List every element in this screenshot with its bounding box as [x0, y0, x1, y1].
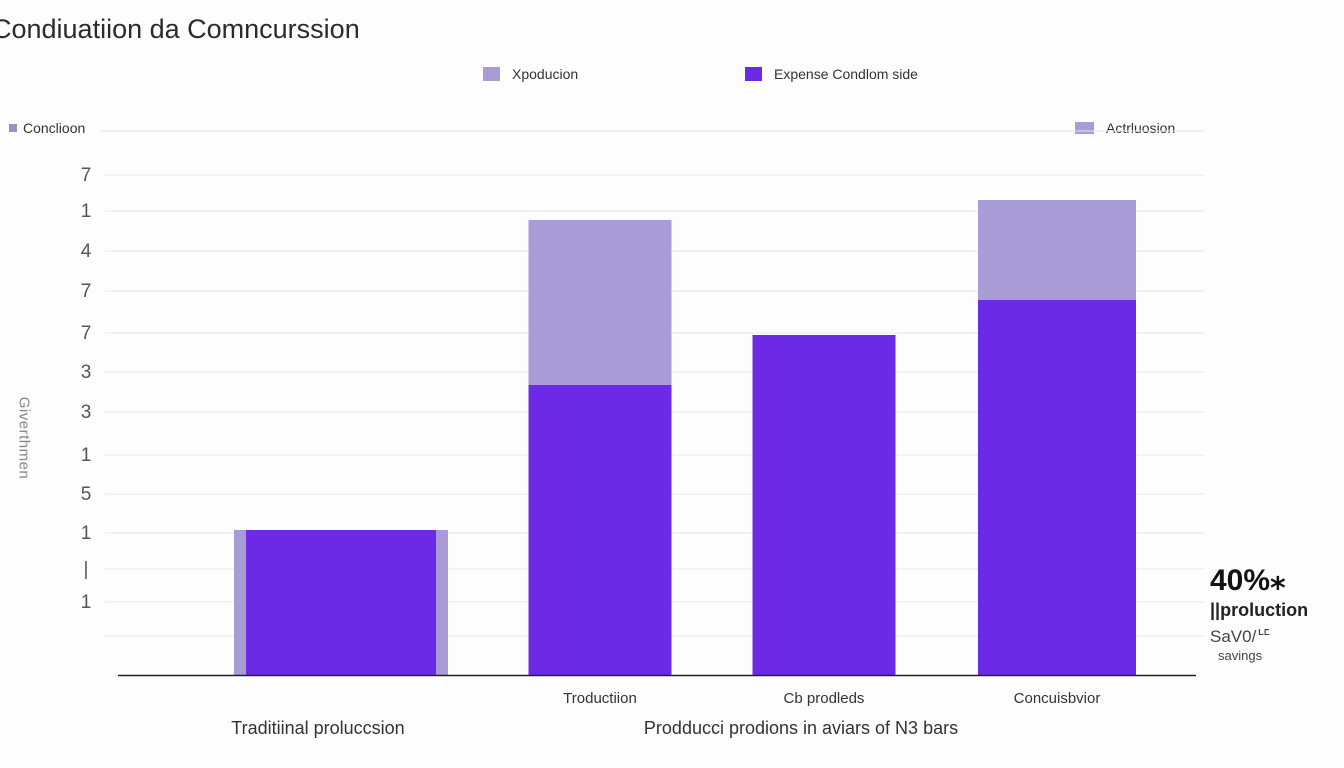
corner-tag-left: Conclioon — [9, 120, 85, 136]
y-tick-label: 1 — [81, 592, 92, 613]
legend-item-expense: Expense Condlom side — [745, 66, 918, 82]
y-tick-label: 7 — [81, 165, 92, 186]
callout-savo: SaV0/ᄕ — [1210, 627, 1272, 646]
corner-tag-swatch — [9, 124, 17, 132]
bar-expense-0 — [246, 530, 436, 675]
corner-tag-label: Actrluosion — [1106, 120, 1176, 136]
y-tick-label: 4 — [81, 241, 92, 262]
legend-swatch-light — [483, 67, 500, 81]
savings-callout: 40%⁎ ||proluction SaV0/ᄕ savings — [1210, 564, 1308, 664]
y-tick-label: 7 — [81, 281, 92, 302]
x-axis-label: Prodducci prodions in aviars of N3 bars — [643, 718, 959, 738]
callout-percentage: 40%⁎ — [1210, 564, 1286, 597]
y-tick-label: 7 — [81, 323, 92, 344]
y-tick-label: 3 — [81, 362, 92, 383]
legend-label: Expense Condlom side — [774, 66, 918, 82]
bar-expense-1 — [528, 385, 672, 675]
callout-savings: savings — [1218, 648, 1263, 663]
bar-xpoducion-1 — [528, 220, 672, 385]
legend-swatch-dark — [745, 67, 762, 81]
x-category-label-traditional: Traditiinal proluccsion — [231, 718, 405, 738]
y-tick-label: | — [84, 559, 89, 580]
x-category-label: Troductiion — [563, 690, 637, 707]
corner-tag-label: Conclioon — [23, 120, 86, 136]
x-category-label: Concuisbvior — [1014, 690, 1101, 707]
y-tick-label: 1 — [81, 445, 92, 466]
y-tick-label: 1 — [81, 201, 92, 222]
callout-production: ||proluction — [1210, 600, 1309, 620]
legend-item-xpoducion: Xpoducion — [483, 66, 578, 82]
y-tick-label: 5 — [81, 484, 92, 505]
x-category-label: Cb prodleds — [784, 690, 865, 707]
legend-label: Xpoducion — [512, 66, 579, 82]
bar-expense-2 — [752, 335, 896, 675]
bar-expense-3 — [978, 300, 1136, 675]
bar-xpoducion-3 — [978, 200, 1136, 300]
chart-title: Condiuatiion da Comncurssion — [0, 14, 360, 44]
y-tick-label: 1 — [81, 523, 92, 544]
y-tick-label: 3 — [81, 402, 92, 423]
